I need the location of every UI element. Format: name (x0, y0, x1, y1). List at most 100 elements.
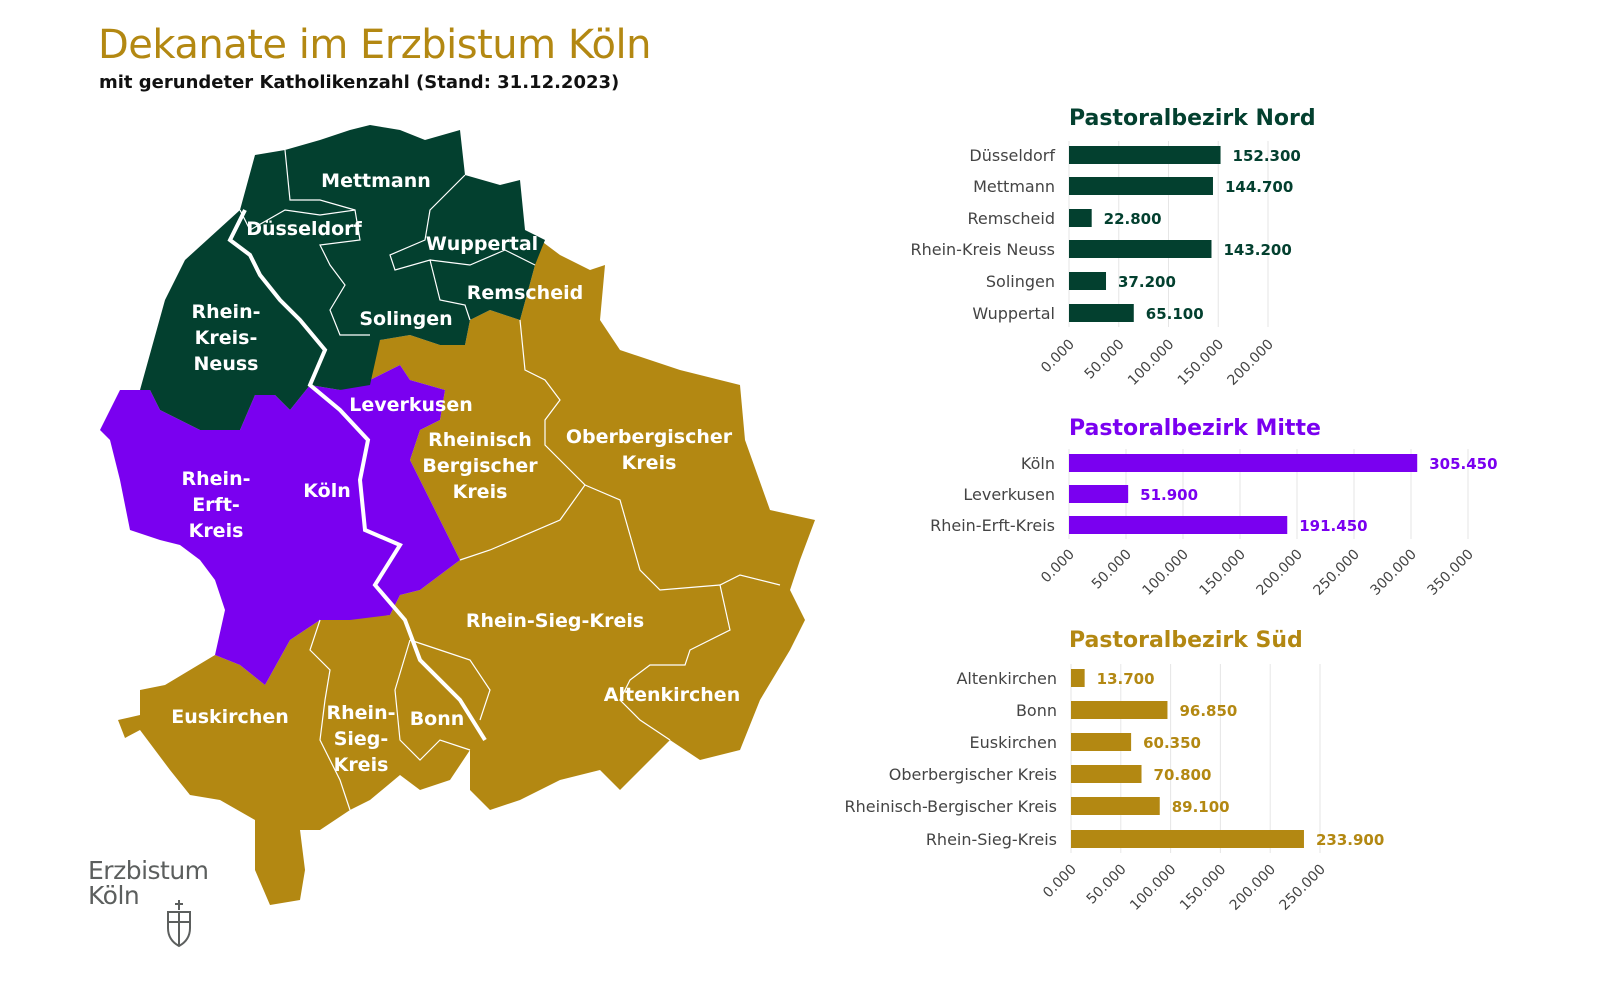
category-label: Wuppertal (972, 304, 1055, 323)
bar (1071, 733, 1132, 751)
tick-label: 200.000 (1254, 547, 1306, 599)
map-label: Solingen (359, 308, 452, 330)
value-label: 65.100 (1146, 305, 1204, 323)
tick-label: 0.000 (1038, 337, 1078, 377)
map-label: Bonn (410, 708, 465, 730)
tick-label: 0.000 (1038, 547, 1078, 587)
tick-label: 0.000 (1040, 862, 1080, 902)
tick-label: 50.000 (1084, 862, 1130, 908)
bar-chart: Pastoralbezirk Süd 0.000 50.000100.000150.… (845, 628, 1385, 914)
value-label: 305.450 (1429, 455, 1497, 473)
value-label: 60.350 (1143, 734, 1201, 752)
bar (1069, 177, 1213, 195)
category-label: Düsseldorf (969, 146, 1055, 165)
map-label: Mettmann (321, 170, 431, 192)
map-labels: Mettmann Düsseldorf Wuppertal Remscheid Rhei… (171, 170, 740, 776)
bar-chart: Pastoralbezirk Nord 0.000 50.000100.000150… (910, 106, 1315, 389)
tick-label: 100.000 (1127, 862, 1179, 914)
bar (1071, 830, 1304, 848)
region-mitte (100, 365, 460, 685)
bar (1069, 272, 1107, 290)
bar (1071, 765, 1142, 783)
value-label: 22.800 (1104, 210, 1162, 228)
bar (1069, 304, 1134, 322)
page-subtitle: mit gerundeter Katholikenzahl (Stand: 31… (99, 72, 620, 93)
tick-label: 200.000 (1227, 862, 1279, 914)
logo-line-1: Erzbistum (88, 856, 209, 885)
deanery-map: Mettmann Düsseldorf Wuppertal Remscheid Rhei… (100, 125, 815, 905)
tick-label: 250.000 (1311, 547, 1363, 599)
tick-label: 50.000 (1082, 337, 1128, 383)
map-label: Rhein-Sieg-Kreis (327, 702, 396, 776)
category-label: Leverkusen (963, 485, 1055, 504)
chart-title: Pastoralbezirk Nord (1069, 106, 1316, 131)
map-label: Euskirchen (171, 706, 289, 728)
bar (1069, 485, 1129, 503)
value-label: 96.850 (1179, 702, 1237, 720)
shield-cross-icon (167, 900, 191, 948)
bar (1069, 240, 1212, 258)
bar (1071, 797, 1160, 815)
region-borders (239, 149, 781, 811)
map-label: Leverkusen (349, 394, 473, 416)
tick-label: 100.000 (1125, 337, 1177, 389)
logo-line-2: Köln (88, 881, 140, 910)
category-label: Rheinisch-Bergischer Kreis (845, 797, 1057, 816)
value-label: 37.200 (1118, 273, 1176, 291)
value-label: 233.900 (1316, 831, 1384, 849)
category-label: Remscheid (967, 209, 1055, 228)
tick-label: 150.000 (1177, 862, 1229, 914)
region-nord (140, 125, 545, 430)
category-label: Rhein-Kreis Neuss (910, 240, 1055, 259)
map-label: Altenkirchen (604, 684, 740, 706)
page-title: Dekanate im Erzbistum Köln (98, 22, 652, 68)
category-label: Solingen (986, 272, 1055, 291)
bar (1069, 209, 1092, 227)
map-label: Düsseldorf (246, 218, 362, 240)
value-label: 89.100 (1172, 798, 1230, 816)
bar (1071, 669, 1085, 687)
bar (1069, 454, 1418, 472)
value-label: 143.200 (1223, 241, 1291, 259)
value-label: 191.450 (1299, 517, 1367, 535)
tick-label: 250.000 (1277, 862, 1329, 914)
category-label: Altenkirchen (956, 669, 1057, 688)
tick-label: 150.000 (1175, 337, 1227, 389)
category-label: Rhein-Erft-Kreis (930, 516, 1055, 535)
bar-chart: Pastoralbezirk Mitte 0.000 50.000 100.000 15… (930, 416, 1497, 599)
map-label: Wuppertal (426, 233, 538, 255)
map-label: Oberbergischer Kreis (566, 426, 733, 474)
tick-label: 50.000 (1089, 547, 1135, 593)
value-label: 51.900 (1140, 486, 1198, 504)
tick-label: 300.000 (1368, 547, 1420, 599)
value-label: 13.700 (1097, 670, 1155, 688)
chart-title: Pastoralbezirk Mitte (1069, 416, 1321, 441)
erzbistum-logo: Erzbistum Köln (88, 856, 209, 948)
bar (1069, 146, 1221, 164)
bar (1071, 701, 1168, 719)
category-label: Rhein-Sieg-Kreis (926, 830, 1057, 849)
tick-label: 100.000 (1140, 547, 1192, 599)
map-label: Rhein-Kreis-Neuss (192, 301, 261, 375)
category-label: Oberbergischer Kreis (889, 765, 1057, 784)
region-sued (118, 240, 815, 905)
category-label: Köln (1021, 454, 1055, 473)
category-label: Mettmann (973, 177, 1055, 196)
map-label: Rheinisch Bergischer Kreis (422, 429, 538, 503)
value-label: 70.800 (1154, 766, 1212, 784)
category-label: Bonn (1016, 701, 1057, 720)
bar (1069, 516, 1288, 534)
tick-label: 150.000 (1197, 547, 1249, 599)
map-label: Rhein-Erft-Kreis (182, 468, 251, 542)
map-label: Rhein-Sieg-Kreis (466, 610, 644, 632)
tick-label: 200.000 (1225, 337, 1277, 389)
tick-label: 350.000 (1425, 547, 1477, 599)
category-label: Euskirchen (970, 733, 1057, 752)
chart-title: Pastoralbezirk Süd (1069, 628, 1303, 653)
map-label: Remscheid (467, 282, 583, 304)
value-label: 144.700 (1225, 178, 1293, 196)
rhine-river (227, 209, 487, 742)
value-label: 152.300 (1233, 147, 1301, 165)
map-label: Köln (303, 480, 350, 502)
